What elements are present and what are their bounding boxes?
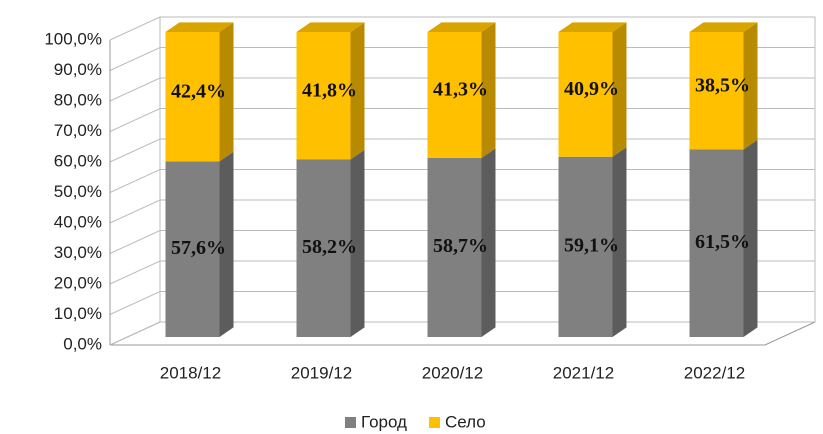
bar-top [427,22,496,32]
legend-swatch [428,417,440,428]
bar-top [296,22,365,32]
data-label: 40,9% [564,78,619,100]
grid-line [109,16,815,41]
y-tick-label: 30,0% [54,243,102,262]
bar-top [165,22,234,32]
data-label: 41,8% [302,79,357,101]
bar-front [689,149,744,337]
legend-label: Город [361,412,407,431]
bar-front [165,32,220,162]
bar-side [219,151,234,337]
x-tick-label: 2020/12 [422,363,483,382]
y-tick-label: 60,0% [54,151,102,170]
bar-side [350,22,365,160]
y-tick-label: 20,0% [54,273,102,292]
y-tick-label: 10,0% [54,304,102,323]
y-tick-label: 90,0% [54,60,102,79]
bar-side [219,22,234,162]
data-label: 61,5% [695,231,750,253]
bar-front [689,32,744,150]
legend-swatch [345,417,356,428]
y-tick-label: 80,0% [54,90,102,109]
x-tick-label: 2019/12 [291,363,352,382]
x-tick-label: 2021/12 [553,363,614,382]
data-label: 42,4% [171,80,226,102]
data-label: 38,5% [695,74,750,96]
x-tick-label: 2022/12 [684,363,745,382]
data-label: 58,2% [302,236,357,258]
bar-side [612,22,627,157]
bar-side [481,148,496,337]
bar-top [689,22,758,32]
legend-label: Село [445,412,486,431]
bar-top [558,22,627,32]
bar-side [743,22,758,150]
x-tick-label: 2018/12 [160,363,221,382]
y-tick-label: 50,0% [54,182,102,201]
bar-front [296,32,351,160]
bar-side [612,147,627,337]
data-label: 57,6% [171,237,226,259]
bar-front [558,156,613,337]
y-tick-label: 70,0% [54,121,102,140]
y-tick-label: 0,0% [63,334,102,353]
bar-front [165,161,220,337]
bar-front [427,157,482,337]
bar-front [296,159,351,337]
data-label: 59,1% [564,234,619,256]
y-tick-label: 100,0% [44,29,102,48]
bar-side [743,139,758,337]
data-label: 41,3% [433,79,488,101]
bar-front [558,32,613,157]
bar-front [427,32,482,158]
bar-side [481,22,496,158]
y-tick-label: 40,0% [54,212,102,231]
bar-side [350,149,365,337]
data-label: 58,7% [433,235,488,257]
